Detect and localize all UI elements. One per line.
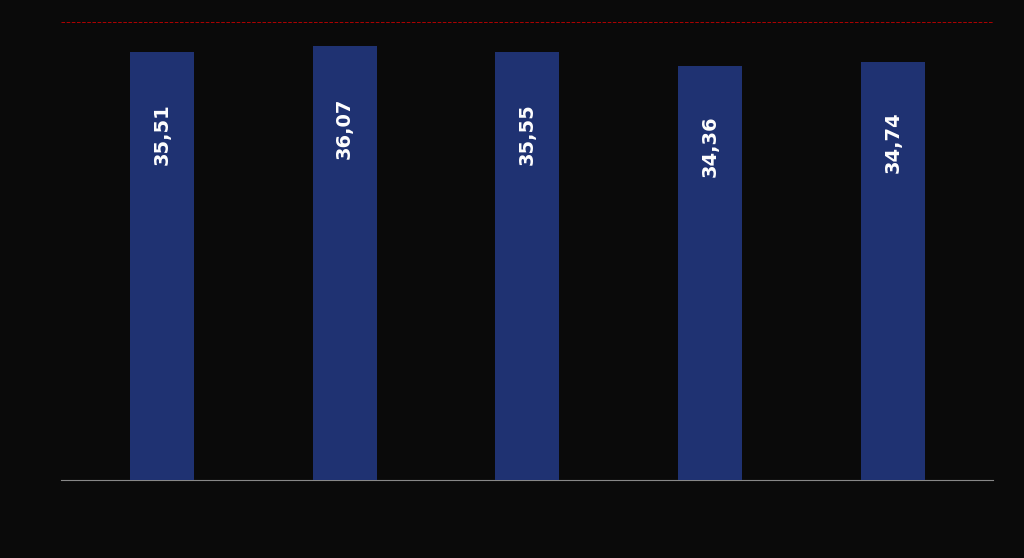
Text: 34,74: 34,74 xyxy=(884,112,902,174)
Text: 35,51: 35,51 xyxy=(153,104,171,165)
Bar xyxy=(312,46,377,480)
Text: 36,07: 36,07 xyxy=(335,98,354,159)
Bar xyxy=(496,52,559,480)
Text: 35,55: 35,55 xyxy=(518,103,537,165)
Bar xyxy=(861,61,925,480)
Bar xyxy=(678,66,742,480)
Bar xyxy=(130,52,194,480)
Text: 34,36: 34,36 xyxy=(700,116,720,177)
